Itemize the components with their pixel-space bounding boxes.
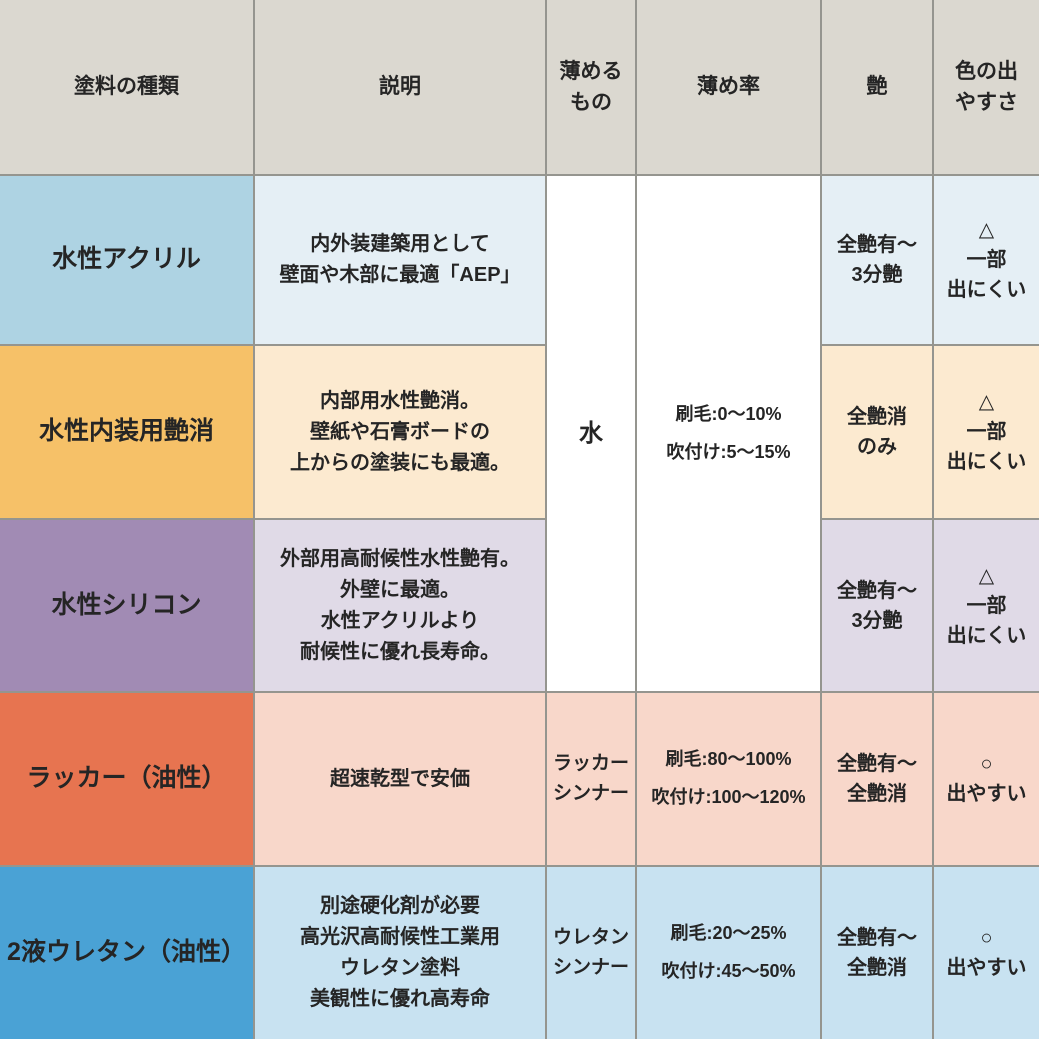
row-interior-matte-gloss: 全艶消 のみ xyxy=(822,346,932,518)
row-acrylic-description: 内外装建築用として 壁面や木部に最適「AEP」 xyxy=(255,176,545,344)
row-urethane-name: 2液ウレタン（油性） xyxy=(0,867,253,1039)
row-silicone-description: 外部用高耐候性水性艶有。 外壁に最適。 水性アクリルより 耐候性に優れ長寿命。 xyxy=(255,520,545,691)
row-lacquer-gloss: 全艶有〜 全艶消 xyxy=(822,693,932,865)
row-acrylic-color-ease: △ 一部 出にくい xyxy=(934,176,1039,344)
merged-rate-water: 刷毛:0〜10% 吹付け:5〜15% xyxy=(637,176,820,691)
row-interior-matte-color-ease: △ 一部 出にくい xyxy=(934,346,1039,518)
header-rate: 薄め率 xyxy=(637,0,820,174)
row-urethane-gloss: 全艶有〜 全艶消 xyxy=(822,867,932,1039)
row-lacquer-rate: 刷毛:80〜100% 吹付け:100〜120% xyxy=(637,693,820,865)
header-color-ease: 色の出 やすさ xyxy=(934,0,1039,174)
row-lacquer-description: 超速乾型で安価 xyxy=(255,693,545,865)
row-silicone-gloss: 全艶有〜 3分艶 xyxy=(822,520,932,691)
row-lacquer-thinner: ラッカー シンナー xyxy=(547,693,635,865)
header-thinner: 薄める もの xyxy=(547,0,635,174)
row-lacquer-name: ラッカー（油性） xyxy=(0,693,253,865)
row-lacquer-color-ease: ○ 出やすい xyxy=(934,693,1039,865)
row-urethane-description: 別途硬化剤が必要 高光沢高耐候性工業用 ウレタン塗料 美観性に優れ高寿命 xyxy=(255,867,545,1039)
row-silicone-name: 水性シリコン xyxy=(0,520,253,691)
header-gloss: 艶 xyxy=(822,0,932,174)
header-paint-type: 塗料の種類 xyxy=(0,0,253,174)
header-description: 説明 xyxy=(255,0,545,174)
row-acrylic-gloss: 全艶有〜 3分艶 xyxy=(822,176,932,344)
row-interior-matte-description: 内部用水性艶消。 壁紙や石膏ボードの 上からの塗装にも最適。 xyxy=(255,346,545,518)
row-urethane-thinner: ウレタン シンナー xyxy=(547,867,635,1039)
row-urethane-color-ease: ○ 出やすい xyxy=(934,867,1039,1039)
row-silicone-color-ease: △ 一部 出にくい xyxy=(934,520,1039,691)
row-acrylic-name: 水性アクリル xyxy=(0,176,253,344)
merged-thinner-water: 水 xyxy=(547,176,635,691)
row-urethane-rate: 刷毛:20〜25% 吹付け:45〜50% xyxy=(637,867,820,1039)
row-interior-matte-name: 水性内装用艶消 xyxy=(0,346,253,518)
